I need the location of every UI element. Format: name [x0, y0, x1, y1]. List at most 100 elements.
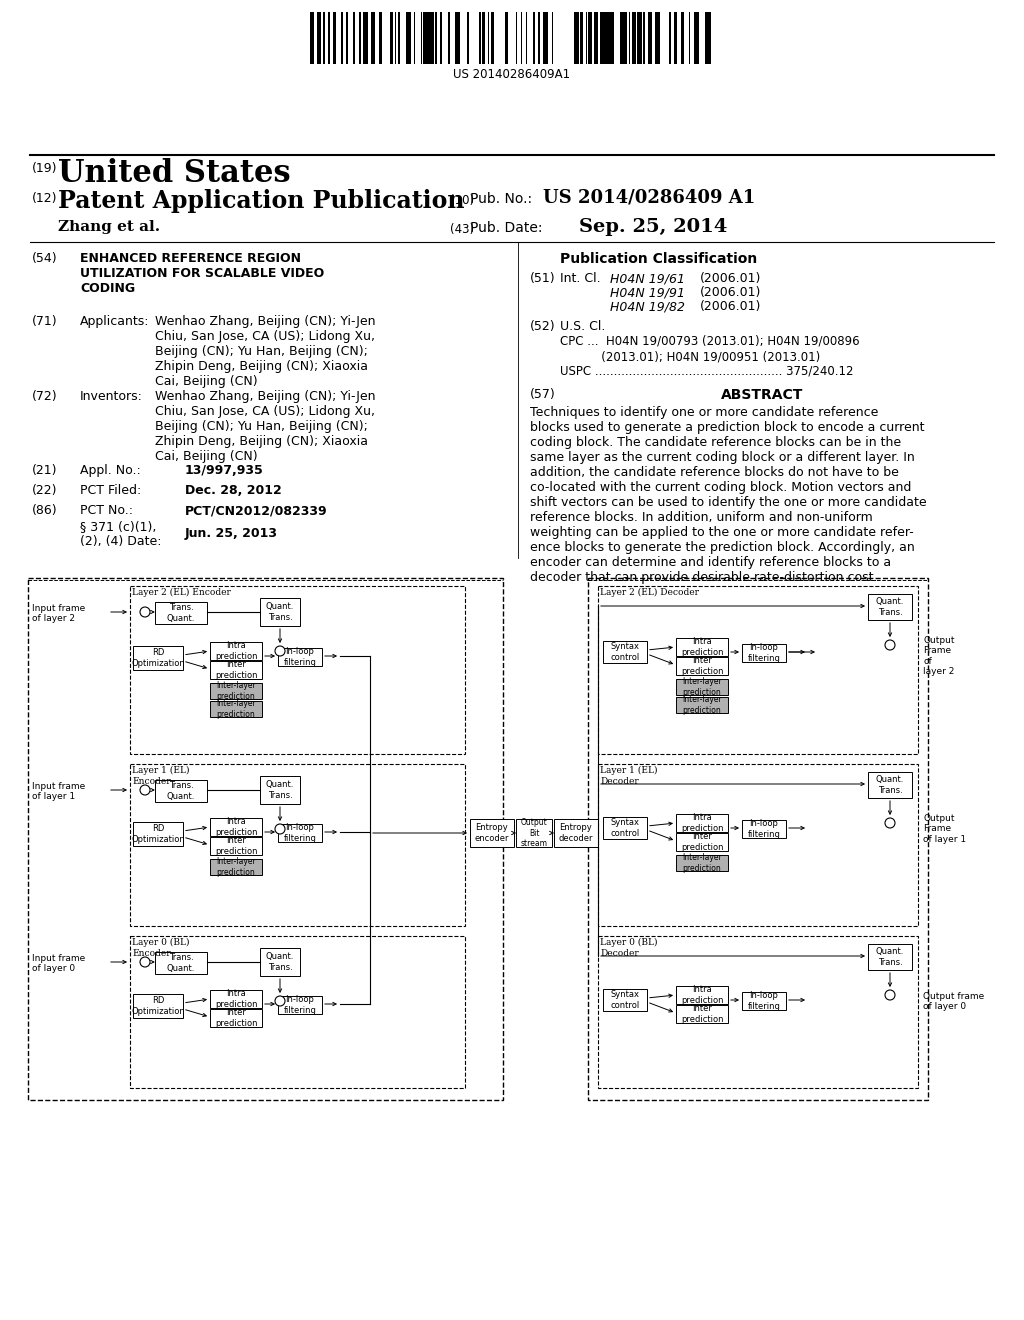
Bar	[534, 12, 535, 63]
Bar	[210, 990, 262, 1008]
Bar	[708, 12, 711, 63]
Bar	[676, 814, 728, 832]
Bar	[657, 12, 659, 63]
Text: Wenhao Zhang, Beijing (CN); Yi-Jen
Chiu, San Jose, CA (US); Lidong Xu,
Beijing (: Wenhao Zhang, Beijing (CN); Yi-Jen Chiu,…	[155, 315, 376, 388]
Bar	[588, 578, 928, 1100]
Bar	[676, 1005, 728, 1023]
Text: PCT No.:: PCT No.:	[80, 504, 133, 517]
Text: Layer 1 (EL)
Encoder: Layer 1 (EL) Encoder	[132, 766, 189, 785]
Bar	[334, 12, 336, 63]
Bar	[366, 12, 368, 63]
Text: Output frame
of layer 0: Output frame of layer 0	[923, 993, 984, 1011]
Bar	[278, 997, 322, 1014]
Text: Patent Application Publication: Patent Application Publication	[58, 189, 465, 213]
Text: Entropy
encoder: Entropy encoder	[475, 824, 509, 842]
Bar	[312, 12, 313, 63]
Bar	[525, 12, 527, 63]
Text: Intra
prediction: Intra prediction	[681, 813, 723, 833]
Bar	[210, 1008, 262, 1027]
Text: (2006.01): (2006.01)	[700, 286, 762, 300]
Bar	[371, 12, 373, 63]
Text: In-loop
filtering: In-loop filtering	[284, 824, 316, 842]
Circle shape	[140, 607, 150, 616]
Text: Trans.
Quant.: Trans. Quant.	[167, 953, 196, 973]
Bar	[210, 701, 262, 717]
Text: Input frame
of layer 1: Input frame of layer 1	[32, 781, 85, 801]
Text: § 371 (c)(1),
(2), (4) Date:: § 371 (c)(1), (2), (4) Date:	[80, 520, 162, 548]
Bar	[600, 12, 603, 63]
Text: (51): (51)	[530, 272, 556, 285]
Text: Quant.
Trans.: Quant. Trans.	[266, 602, 294, 622]
Bar	[130, 586, 465, 754]
Text: Inter-layer
prediction: Inter-layer prediction	[216, 700, 256, 718]
Text: In-loop
filtering: In-loop filtering	[748, 820, 780, 838]
Text: Intra
prediction: Intra prediction	[681, 638, 723, 657]
Text: U.S. Cl.: U.S. Cl.	[560, 319, 605, 333]
Text: (52): (52)	[530, 319, 556, 333]
Text: RD
Optimization: RD Optimization	[131, 648, 185, 668]
Circle shape	[885, 640, 895, 649]
Bar	[210, 818, 262, 836]
Bar	[389, 12, 391, 63]
Bar	[648, 12, 650, 63]
Text: (12): (12)	[32, 191, 57, 205]
Bar	[440, 12, 442, 63]
Circle shape	[140, 957, 150, 968]
Bar	[133, 822, 183, 846]
Text: Inter
prediction: Inter prediction	[215, 660, 257, 680]
Text: Output
Bit
stream: Output Bit stream	[520, 818, 548, 847]
Bar	[694, 12, 698, 63]
Bar	[130, 936, 465, 1088]
Bar	[669, 12, 671, 63]
Text: Applicants:: Applicants:	[80, 315, 150, 327]
Bar	[379, 12, 380, 63]
Circle shape	[885, 818, 895, 828]
Text: H04N 19/61: H04N 19/61	[610, 272, 685, 285]
Bar	[589, 12, 592, 63]
Text: Trans.
Quant.: Trans. Quant.	[167, 603, 196, 623]
Bar	[323, 12, 325, 63]
Text: Inter
prediction: Inter prediction	[681, 1005, 723, 1024]
Bar	[210, 642, 262, 660]
Circle shape	[275, 824, 285, 834]
Bar	[742, 820, 786, 838]
Bar	[676, 697, 728, 713]
Text: (72): (72)	[32, 389, 57, 403]
Text: United States: United States	[58, 158, 291, 189]
Text: In-loop
filtering: In-loop filtering	[284, 647, 316, 667]
Text: Sep. 25, 2014: Sep. 25, 2014	[579, 218, 727, 236]
Text: (19): (19)	[32, 162, 57, 176]
Bar	[155, 780, 207, 803]
Bar	[278, 824, 322, 842]
Text: CPC ...  H04N 19/00793 (2013.01); H04N 19/00896
           (2013.01); H04N 19/00: CPC ... H04N 19/00793 (2013.01); H04N 19…	[560, 335, 859, 363]
Bar	[406, 12, 408, 63]
Bar	[362, 12, 365, 63]
Text: Inter
prediction: Inter prediction	[681, 833, 723, 851]
Text: Quant.
Trans.: Quant. Trans.	[266, 952, 294, 972]
Text: Wenhao Zhang, Beijing (CN); Yi-Jen
Chiu, San Jose, CA (US); Lidong Xu,
Beijing (: Wenhao Zhang, Beijing (CN); Yi-Jen Chiu,…	[155, 389, 376, 463]
Bar	[133, 994, 183, 1018]
Bar	[490, 12, 494, 63]
Text: In-loop
filtering: In-loop filtering	[748, 643, 780, 663]
Text: Input frame
of layer 2: Input frame of layer 2	[32, 605, 85, 623]
Bar	[575, 12, 577, 63]
Bar	[427, 12, 429, 63]
Bar	[155, 602, 207, 624]
Bar	[28, 578, 503, 1100]
Bar	[470, 818, 514, 847]
Bar	[674, 12, 677, 63]
Bar	[605, 12, 609, 63]
Text: Syntax
control: Syntax control	[610, 990, 640, 1010]
Bar	[742, 993, 786, 1010]
Text: Syntax
control: Syntax control	[610, 818, 640, 838]
Text: Inter-layer
prediction: Inter-layer prediction	[682, 677, 722, 697]
Text: Intra
prediction: Intra prediction	[215, 817, 257, 837]
Text: (22): (22)	[32, 484, 57, 498]
Text: Intra
prediction: Intra prediction	[215, 642, 257, 661]
Text: Quant.
Trans.: Quant. Trans.	[266, 780, 294, 800]
Bar	[580, 12, 582, 63]
Bar	[676, 657, 728, 675]
Bar	[260, 598, 300, 626]
Bar	[455, 12, 457, 63]
Text: Inter
prediction: Inter prediction	[681, 656, 723, 676]
